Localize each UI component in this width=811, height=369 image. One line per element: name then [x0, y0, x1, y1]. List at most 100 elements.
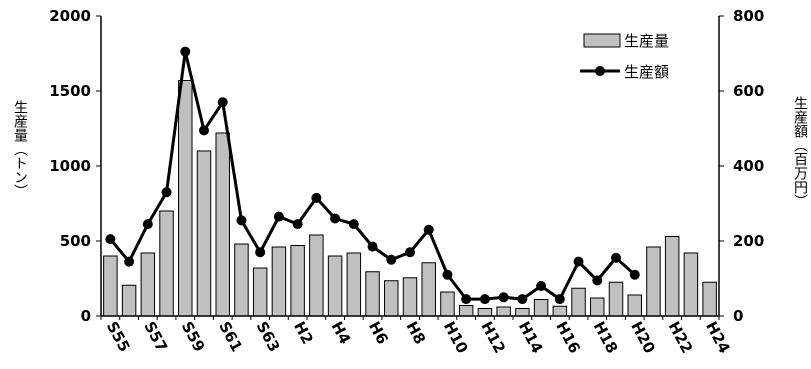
x-tick-label: H10 — [440, 318, 472, 356]
point-S57 — [142, 219, 153, 230]
bar-S63 — [252, 267, 268, 317]
bar-H15 — [533, 299, 549, 317]
point-H7 — [386, 254, 397, 265]
y-axis-right-title: 生産額（百万円） — [792, 96, 808, 208]
bar-H20 — [627, 294, 642, 317]
point-H6 — [367, 241, 378, 252]
x-tick-label: H4 — [328, 318, 355, 347]
bar-H10 — [440, 291, 455, 317]
x-tick-label: S57 — [140, 318, 171, 354]
legend-swatch-bar — [583, 33, 621, 48]
point-H5 — [348, 219, 359, 230]
y-right-tick-label: 400 — [733, 157, 764, 175]
legend-swatch-marker — [595, 66, 605, 76]
y-right-tick-label: 200 — [733, 232, 764, 250]
bar-series-production-volume — [103, 80, 717, 317]
bar-H17 — [571, 287, 586, 317]
x-tick-label: H2 — [290, 318, 317, 347]
point-H1 — [273, 211, 284, 222]
point-H19 — [611, 252, 621, 263]
point-H14 — [517, 294, 528, 305]
point-H13 — [498, 292, 509, 303]
y-left-tick-label: 500 — [60, 232, 91, 250]
bar-S62 — [234, 243, 249, 317]
bar-S58 — [159, 210, 174, 317]
point-S63 — [255, 247, 266, 258]
point-H15 — [536, 281, 547, 291]
point-H2 — [292, 219, 303, 230]
x-tick-label: H8 — [402, 318, 429, 347]
bar-S55 — [103, 255, 118, 317]
bar-S57 — [140, 252, 156, 317]
axes — [96, 15, 724, 320]
bar-H22 — [664, 236, 680, 317]
bar-H1 — [271, 246, 287, 317]
point-H18 — [592, 275, 603, 286]
point-H10 — [442, 269, 453, 280]
point-H11 — [461, 294, 472, 305]
x-tick-label: S59 — [178, 318, 209, 354]
point-H3 — [311, 192, 322, 203]
bar-H7 — [384, 280, 399, 317]
y-axis-left-title: 生産量（トン） — [12, 100, 28, 198]
bar-S61 — [215, 132, 230, 317]
bar-H5 — [346, 252, 362, 317]
x-tick-label: S63 — [253, 318, 284, 354]
x-tick-label: S61 — [215, 318, 246, 354]
bar-H8 — [402, 277, 418, 317]
y-right-tick-label: 0 — [733, 307, 743, 325]
bar-S56 — [121, 284, 137, 317]
bar-H4 — [327, 255, 343, 317]
y-left-tick-label: 0 — [81, 307, 91, 325]
legend-label-value: 生産額 — [624, 63, 669, 81]
x-tick-label: H22 — [665, 318, 697, 356]
point-H17 — [573, 256, 584, 267]
bar-H3 — [309, 234, 324, 317]
y-left-tick-label: 1500 — [49, 82, 91, 100]
x-tick-label: H20 — [627, 318, 659, 356]
point-H12 — [479, 294, 490, 305]
point-S55 — [105, 234, 116, 245]
point-S58 — [161, 187, 172, 198]
y-left-tick-label: 2000 — [49, 7, 91, 25]
y-right-tick-label: 800 — [733, 7, 764, 25]
point-H16 — [554, 294, 565, 305]
x-tick-label: H24 — [702, 318, 734, 356]
y-right-tick-label: 600 — [733, 82, 764, 100]
point-H9 — [423, 224, 434, 235]
x-tick-label: H6 — [365, 318, 392, 347]
bar-H24 — [702, 281, 717, 317]
y-left-tick-label: 1000 — [49, 157, 91, 175]
bar-H9 — [421, 262, 436, 317]
point-S60 — [199, 125, 209, 136]
x-tick-label: H12 — [477, 318, 509, 356]
point-S56 — [124, 256, 135, 267]
x-tick-label: H16 — [552, 318, 584, 356]
point-H4 — [330, 213, 341, 224]
legend-label-volume: 生産量 — [624, 32, 669, 50]
bar-H23 — [683, 252, 699, 317]
point-S61 — [217, 97, 228, 108]
bar-H19 — [608, 281, 624, 317]
point-S62 — [236, 215, 247, 226]
point-S59 — [180, 46, 191, 57]
bar-H2 — [290, 245, 305, 317]
bar-H6 — [365, 271, 380, 317]
bar-H11 — [458, 305, 474, 317]
line-series-production-value — [105, 46, 640, 305]
x-tick-label: H14 — [515, 318, 547, 356]
bar-H21 — [646, 246, 661, 317]
x-tick-label: H18 — [590, 318, 622, 356]
bar-H18 — [590, 297, 605, 317]
legend: 生産量 生産額 — [580, 32, 669, 81]
bar-S59 — [178, 80, 193, 317]
bar-H12 — [477, 308, 493, 317]
bar-H14 — [515, 308, 530, 317]
bar-H16 — [552, 305, 568, 317]
x-tick-label: S55 — [103, 318, 134, 354]
point-H20 — [629, 269, 640, 280]
bar-S60 — [196, 150, 212, 317]
bar-H13 — [496, 306, 511, 317]
point-H8 — [405, 247, 415, 258]
